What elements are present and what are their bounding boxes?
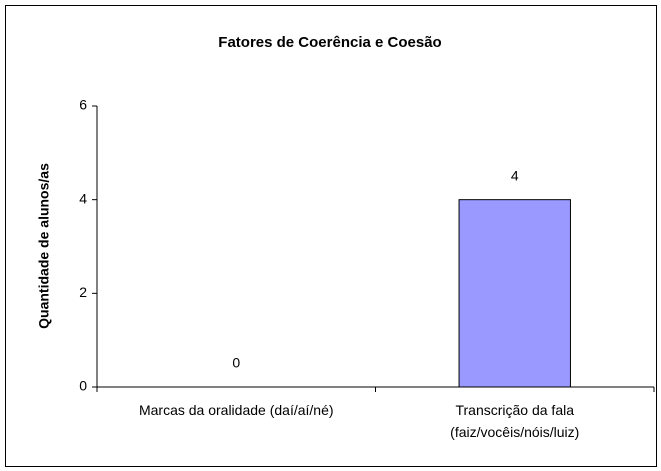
y-tick-label: 0: [79, 378, 87, 394]
bar: [458, 199, 571, 388]
data-label: 4: [511, 167, 519, 183]
y-tick-label: 6: [79, 97, 87, 113]
x-tick-label: Transcrição da fala (faiz/vocêis/nóis/lu…: [450, 402, 580, 440]
y-tick-label: 4: [79, 190, 87, 206]
y-tick-label: 2: [79, 284, 87, 300]
y-axis-label: Quantidade de alunos/as: [36, 163, 52, 329]
x-tick-label: Marcas da oralidade (daí/aí/né): [138, 402, 334, 418]
chart-title: Fatores de Coerência e Coesão: [218, 34, 441, 51]
data-label: 0: [232, 355, 240, 371]
